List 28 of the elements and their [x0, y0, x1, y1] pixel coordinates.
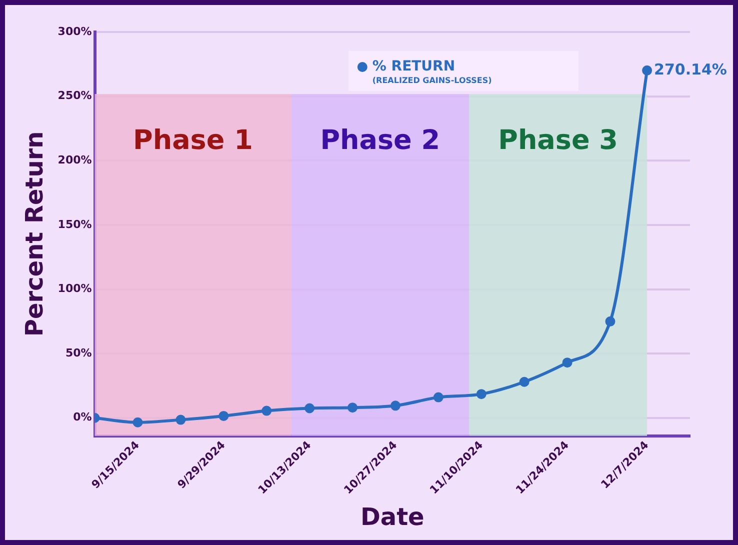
point — [304, 403, 315, 414]
point — [519, 376, 530, 387]
legend-label: % RETURN — [372, 58, 456, 75]
y-tick-label: 250% — [58, 89, 92, 102]
point — [605, 316, 616, 326]
y-tick-label: 100% — [58, 282, 92, 296]
y-tick-label: 0% — [73, 410, 92, 424]
point — [176, 414, 186, 425]
point — [642, 65, 652, 76]
y-tick-label: 50% — [65, 346, 92, 360]
point — [433, 392, 444, 402]
point — [390, 400, 400, 411]
point — [262, 406, 272, 416]
point — [348, 402, 358, 413]
y-tick-label: 200% — [58, 153, 92, 166]
point — [218, 410, 229, 421]
band-label: Phase 3 — [498, 125, 618, 156]
y-tick-label: 300% — [58, 24, 92, 38]
data-label: 270.14% — [654, 60, 727, 78]
y-tick-label: 150% — [58, 218, 92, 231]
x-axis-title: Date — [360, 502, 424, 531]
point — [476, 389, 486, 400]
band-label: Phase 2 — [320, 125, 440, 156]
point — [132, 417, 143, 428]
band-label: Phase 1 — [133, 125, 253, 156]
y-axis-title: Percent Return — [20, 131, 49, 337]
point — [562, 358, 572, 368]
legend-title: (REALIZED GAINS-LOSSES) — [372, 76, 492, 86]
